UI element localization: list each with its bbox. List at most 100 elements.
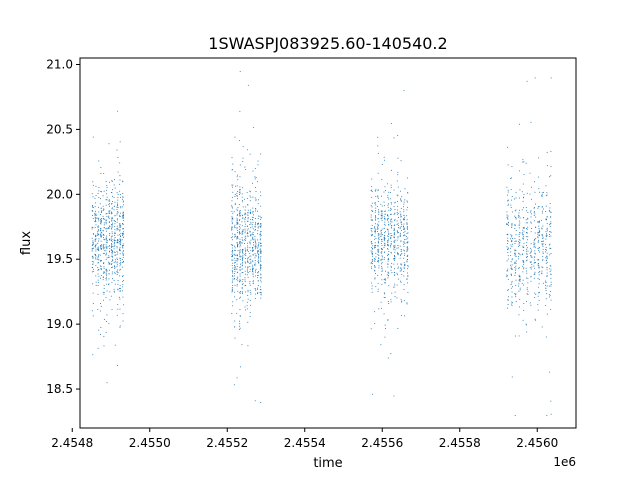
data-point [388, 234, 390, 235]
data-point [114, 226, 116, 228]
data-point [237, 290, 239, 292]
data-point [386, 235, 388, 237]
data-point [381, 178, 383, 180]
data-point [523, 193, 525, 195]
data-point [247, 247, 249, 249]
data-point [103, 238, 105, 240]
data-point [525, 207, 527, 208]
data-point [518, 335, 520, 337]
data-point [95, 219, 96, 221]
data-point [387, 195, 389, 197]
data-point [260, 250, 262, 252]
data-point [371, 219, 373, 221]
data-point [381, 307, 382, 309]
data-point [399, 219, 401, 221]
data-point [510, 255, 512, 256]
data-point [541, 234, 543, 236]
data-point [239, 190, 241, 192]
data-point [407, 237, 409, 239]
data-point [112, 222, 113, 224]
data-point [250, 255, 252, 257]
data-point [119, 214, 121, 216]
data-point [510, 204, 512, 206]
data-point [95, 284, 97, 286]
data-point [246, 274, 248, 276]
data-point [507, 249, 508, 251]
data-point [257, 223, 259, 225]
data-point [375, 228, 377, 230]
data-point [239, 189, 240, 191]
data-point [522, 238, 524, 240]
data-point [388, 209, 390, 211]
data-point [543, 191, 544, 193]
data-point [245, 273, 246, 275]
data-point [546, 267, 548, 269]
data-point [246, 233, 248, 235]
data-point [109, 210, 111, 212]
data-point [537, 221, 539, 222]
data-point [371, 282, 373, 284]
data-point [260, 264, 262, 266]
data-point [119, 250, 121, 252]
data-point [239, 269, 241, 271]
data-point [116, 250, 118, 252]
data-point [121, 223, 123, 224]
data-point [101, 221, 102, 223]
data-point [106, 270, 108, 272]
data-point [407, 242, 409, 244]
data-point [117, 240, 119, 241]
x-tick-label: 2.4548 [51, 436, 93, 450]
data-point [238, 215, 240, 217]
data-point [403, 271, 405, 272]
data-point [119, 226, 121, 228]
data-point [538, 229, 540, 231]
data-point [398, 217, 399, 218]
data-point [531, 213, 532, 215]
data-point [381, 213, 383, 215]
data-point [511, 226, 512, 228]
data-point [530, 231, 532, 233]
data-point [241, 237, 243, 239]
data-point [247, 204, 248, 206]
data-point [122, 266, 124, 268]
data-point [510, 207, 512, 209]
data-point [231, 282, 233, 284]
data-point [541, 240, 543, 242]
data-point [394, 244, 396, 246]
data-point [260, 259, 261, 261]
data-point [525, 250, 527, 252]
data-point [545, 262, 547, 264]
data-point [103, 272, 105, 274]
data-point [387, 253, 389, 255]
data-point [239, 268, 241, 270]
data-point [375, 215, 377, 217]
data-point [400, 198, 401, 200]
data-point [542, 234, 543, 236]
data-point [120, 235, 121, 237]
data-point [407, 248, 409, 250]
data-point [100, 230, 102, 232]
data-point [245, 262, 246, 264]
data-point [375, 256, 377, 258]
data-point [507, 258, 509, 260]
data-point [406, 233, 408, 235]
data-point [244, 266, 246, 268]
data-point [507, 255, 509, 257]
data-point [534, 211, 535, 213]
data-point [249, 243, 251, 245]
data-point [514, 215, 516, 217]
data-point [242, 215, 244, 217]
data-point [374, 278, 376, 280]
data-point [380, 252, 382, 254]
data-point [119, 248, 121, 250]
data-point [103, 272, 105, 274]
data-point [372, 259, 374, 261]
data-point [380, 230, 382, 231]
data-point [242, 255, 244, 257]
data-point [108, 215, 110, 217]
data-point [119, 223, 121, 224]
data-point [239, 209, 241, 211]
data-point [506, 289, 508, 291]
data-point [401, 196, 403, 198]
data-point [377, 206, 378, 207]
